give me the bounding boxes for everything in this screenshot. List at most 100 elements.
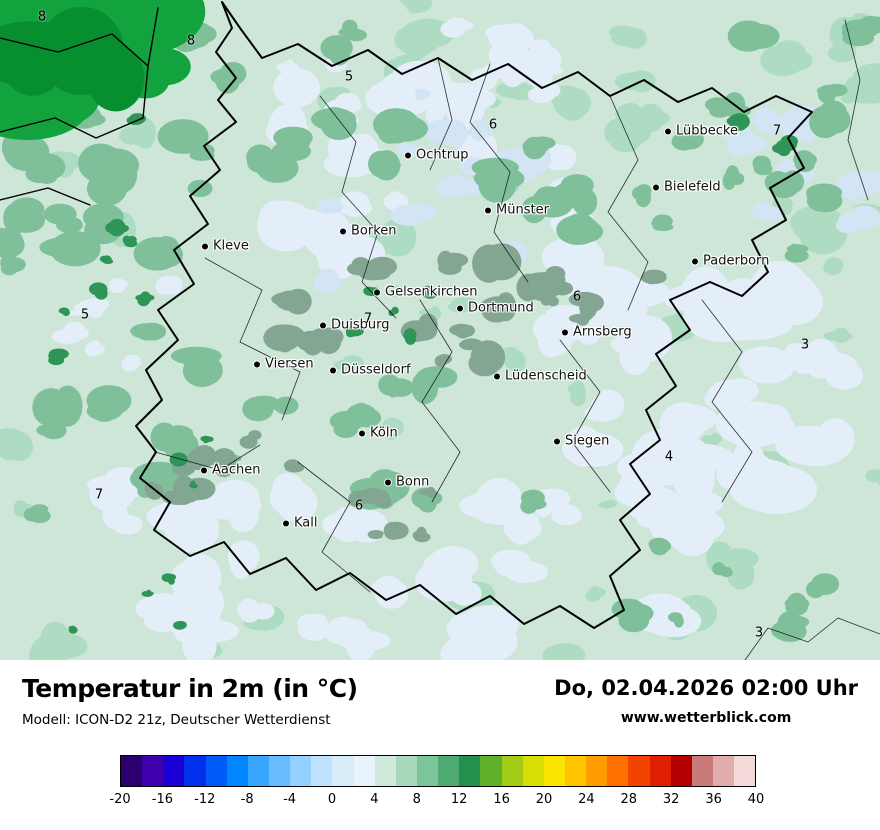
city-dot	[457, 305, 463, 311]
temperature-patches	[0, 0, 880, 660]
legend-cell	[501, 756, 523, 786]
caption-row: Temperatur in 2m (in °C) Modell: ICON-D2…	[0, 660, 880, 728]
legend-color-bar	[120, 755, 756, 787]
temperature-value: 5	[344, 69, 354, 85]
city-label: Siegen	[565, 433, 610, 449]
city-marker-ludenscheid: Lüdenscheid	[494, 369, 587, 384]
legend-tick-label: -8	[240, 792, 254, 807]
city-marker-paderborn: Paderborn	[692, 254, 769, 269]
city-marker-munster: Münster	[485, 203, 549, 218]
city-marker-aachen: Aachen	[201, 463, 260, 478]
city-marker-ochtrup: Ochtrup	[405, 148, 469, 163]
legend-tick-label: 32	[662, 792, 680, 807]
legend-cell	[691, 756, 713, 786]
temperature-value: 6	[572, 289, 582, 305]
city-marker-bonn: Bonn	[385, 475, 429, 490]
legend-cell	[522, 756, 544, 786]
city-label: Ochtrup	[416, 147, 469, 163]
city-label: Münster	[496, 202, 549, 218]
city-marker-duisburg: Duisburg	[320, 318, 390, 333]
legend-cell	[332, 756, 354, 786]
legend-cell	[374, 756, 396, 786]
legend-tick-label: -20	[109, 792, 131, 807]
city-marker-siegen: Siegen	[554, 434, 609, 449]
temperature-legend: -20 -16 -12 -8 -4 0 4 8 12 16 20 24 28 32 36 40	[109, 755, 764, 810]
city-label: Borken	[351, 223, 397, 239]
legend-cell	[205, 756, 227, 786]
legend-tick-label: 0	[327, 792, 337, 807]
city-marker-arnsberg: Arnsberg	[562, 325, 632, 340]
legend-cell	[712, 756, 735, 786]
legend-tick-label: 8	[412, 792, 421, 807]
city-label: Paderborn	[703, 253, 770, 269]
temperature-value: 8	[186, 33, 196, 49]
city-marker-kall: Kall	[283, 516, 318, 531]
city-marker-dortmund: Dortmund	[457, 301, 534, 316]
legend-tick-label: 36	[705, 792, 722, 807]
legend-tick-label: 4	[370, 792, 379, 807]
temperature-value: 6	[488, 117, 498, 133]
city-label: Köln	[370, 425, 398, 441]
city-dot	[692, 258, 698, 264]
legend-tick-label: 24	[578, 792, 595, 807]
city-marker-bielefeld: Bielefeld	[653, 180, 721, 195]
temperature-value: 7	[94, 487, 104, 503]
temperature-value: 5	[80, 307, 90, 323]
city-dot	[340, 228, 346, 234]
legend-cell	[290, 756, 312, 786]
legend-tick-label: 16	[493, 792, 510, 807]
legend-cell	[438, 756, 460, 786]
legend-cell	[670, 756, 692, 786]
city-label: Aachen	[212, 462, 261, 478]
caption-area: Temperatur in 2m (in °C) Modell: ICON-D2…	[0, 660, 880, 830]
page-title: Temperatur in 2m (in °C)	[22, 674, 358, 703]
forecast-datetime: Do, 02.04.2026 02:00 Uhr	[554, 676, 858, 700]
legend-cell	[226, 756, 248, 786]
temperature-value: 7	[772, 123, 782, 139]
legend-cell	[184, 756, 206, 786]
legend-cell	[480, 756, 502, 786]
legend-cell	[628, 756, 650, 786]
city-dot	[359, 430, 365, 436]
city-dot	[665, 128, 671, 134]
city-label: Kleve	[213, 238, 249, 254]
legend-cell	[416, 756, 439, 786]
legend-tick-label: 40	[747, 792, 765, 807]
city-label: Bielefeld	[664, 179, 721, 195]
city-marker-gelsenkirchen: Gelsenkirchen	[374, 285, 478, 300]
city-label: Dortmund	[468, 300, 534, 316]
legend-tick-label: -12	[194, 792, 216, 807]
city-label: Lüdenscheid	[505, 368, 587, 384]
legend-cell	[586, 756, 608, 786]
city-dot	[554, 438, 560, 444]
legend-tick-label: 12	[450, 792, 468, 807]
legend-cell	[395, 756, 417, 786]
legend-cell	[142, 756, 164, 786]
city-dot	[283, 520, 289, 526]
city-label: Gelsenkirchen	[385, 284, 478, 300]
temperature-value: 8	[37, 9, 47, 25]
legend-cell	[543, 756, 565, 786]
country-border	[147, 7, 159, 67]
city-dot	[330, 367, 336, 373]
city-label: Bonn	[396, 474, 430, 490]
city-marker-lubbecke: Lübbecke	[665, 124, 738, 139]
legend-cell	[163, 756, 185, 786]
legend-tick-label: -16	[151, 792, 174, 807]
district-borders	[154, 19, 880, 660]
legend-cell	[311, 756, 333, 786]
city-dot	[485, 207, 491, 213]
city-dot	[320, 322, 326, 328]
border-lines	[0, 1, 880, 660]
city-dot	[494, 373, 500, 379]
city-label: Viersen	[265, 356, 314, 372]
legend-cell	[564, 756, 587, 786]
website-url: www.wetterblick.com	[620, 710, 792, 726]
legend-cell	[459, 756, 481, 786]
legend-cell	[607, 756, 629, 786]
city-dot	[405, 152, 411, 158]
city-label: Lübbecke	[676, 123, 738, 139]
city-label: Düsseldorf	[341, 362, 411, 378]
legend-cell	[649, 756, 671, 786]
